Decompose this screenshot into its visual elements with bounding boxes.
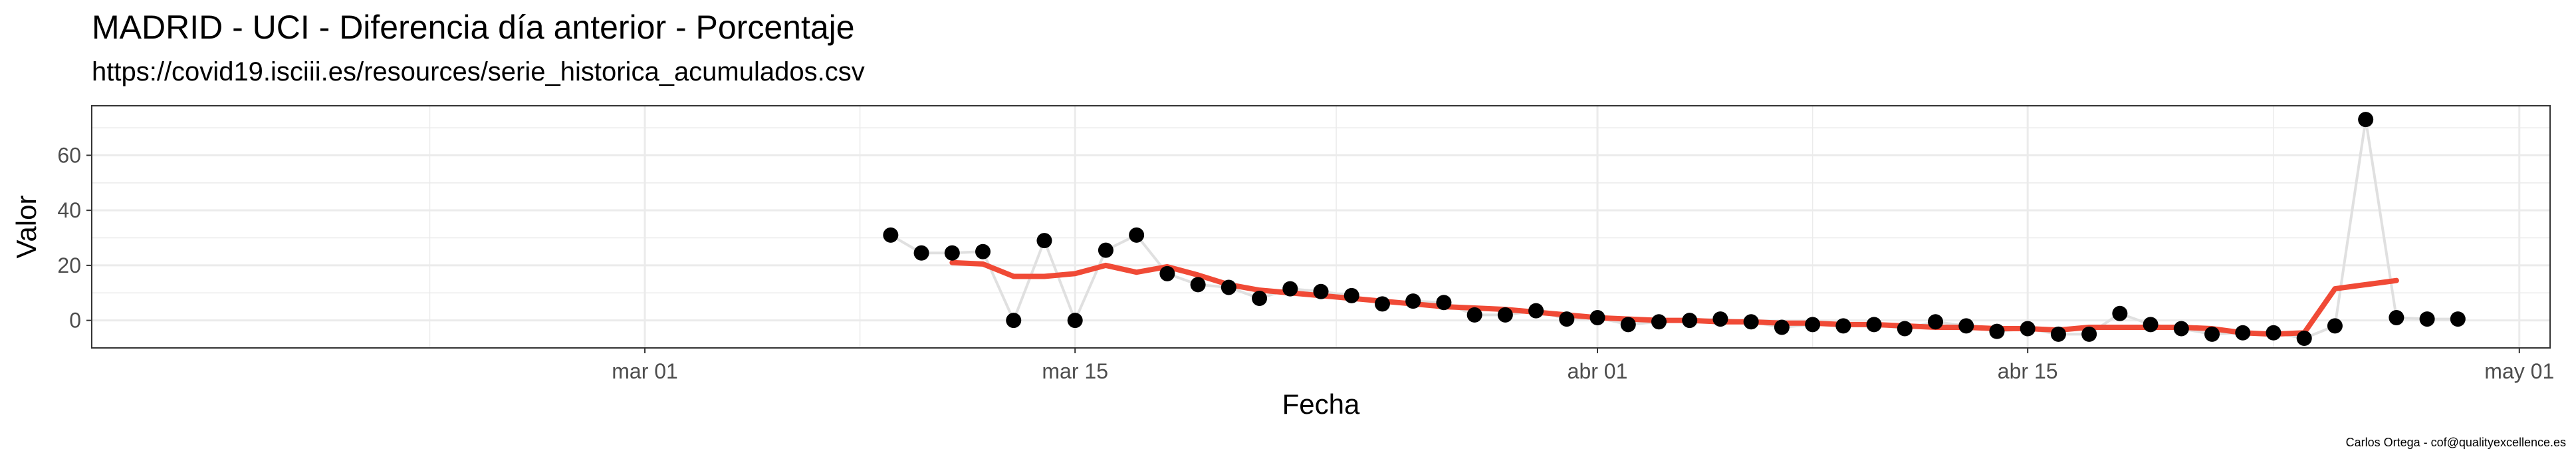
caption: Carlos Ortega - cof@qualityexcellence.es	[2345, 436, 2566, 449]
data-point	[1344, 287, 1359, 303]
data-point	[1466, 307, 1482, 323]
data-point	[1129, 227, 1145, 243]
data-point	[1682, 313, 1698, 329]
data-point	[1774, 319, 1790, 335]
data-point	[1282, 281, 1298, 297]
data-point	[1743, 314, 1759, 330]
data-point	[1159, 265, 1175, 281]
data-point	[1866, 317, 1882, 333]
x-tick-label: mar 15	[1042, 359, 1108, 383]
x-tick-label: mar 01	[612, 359, 678, 383]
x-axis-title: Fecha	[1282, 388, 1360, 420]
y-tick-label: 60	[57, 143, 81, 167]
data-point	[2173, 321, 2189, 337]
grid-layer	[92, 106, 2550, 348]
data-point	[1098, 242, 1113, 258]
data-point	[944, 245, 960, 261]
y-tick-label: 0	[69, 309, 81, 333]
data-point	[1006, 313, 1022, 329]
data-point	[1958, 318, 1974, 334]
data-point	[1067, 313, 1083, 329]
data-point	[1620, 317, 1636, 333]
data-point	[1436, 295, 1452, 311]
data-point	[1313, 283, 1329, 299]
data-point	[2419, 311, 2435, 327]
data-point	[2235, 325, 2251, 341]
chart-subtitle: https://covid19.isciii.es/resources/seri…	[92, 57, 865, 86]
data-point	[2112, 305, 2128, 321]
x-tick-label: abr 15	[1998, 359, 2058, 383]
data-point	[975, 243, 991, 259]
data-point	[1805, 317, 1821, 333]
data-point	[1497, 307, 1513, 323]
y-axis-title: Valor	[11, 196, 42, 259]
data-point	[2204, 326, 2220, 342]
data-point	[1405, 293, 1421, 309]
data-point	[2266, 325, 2282, 341]
data-point	[1897, 321, 1913, 337]
data-point	[1651, 314, 1667, 330]
data-point	[1221, 279, 1236, 295]
x-tick-label: abr 01	[1568, 359, 1628, 383]
data-point	[1559, 311, 1575, 327]
data-point	[2327, 318, 2343, 334]
axis-layer: mar 01 mar 15 abr 01 abr 15 may 01 0 20 40 60	[57, 143, 2554, 383]
data-layer	[883, 112, 2466, 347]
data-point	[1374, 296, 1390, 312]
data-point	[1190, 277, 1206, 293]
data-point	[1989, 323, 2005, 339]
x-tick-label: may 01	[2484, 359, 2554, 383]
data-point	[2296, 331, 2312, 347]
data-point	[913, 245, 929, 261]
data-point	[1712, 311, 1728, 327]
data-point	[1528, 303, 1544, 319]
data-point	[2389, 310, 2404, 325]
data-point	[1589, 310, 1605, 325]
connector-line	[889, 119, 2458, 340]
data-point	[2143, 317, 2159, 333]
data-point	[1928, 314, 1943, 330]
chart-title: MADRID - UCI - Diferencia día anterior -…	[92, 9, 855, 46]
data-point	[2358, 112, 2374, 128]
data-point	[883, 227, 899, 243]
data-point	[2450, 311, 2466, 327]
data-point	[1036, 233, 1052, 249]
data-point	[2020, 321, 2036, 337]
data-point	[2050, 326, 2066, 342]
data-point	[1252, 291, 1268, 307]
data-point	[1835, 318, 1851, 334]
y-tick-label: 20	[57, 253, 81, 277]
y-tick-label: 40	[57, 198, 81, 222]
data-point	[2081, 326, 2097, 342]
panel-border	[91, 105, 2551, 349]
